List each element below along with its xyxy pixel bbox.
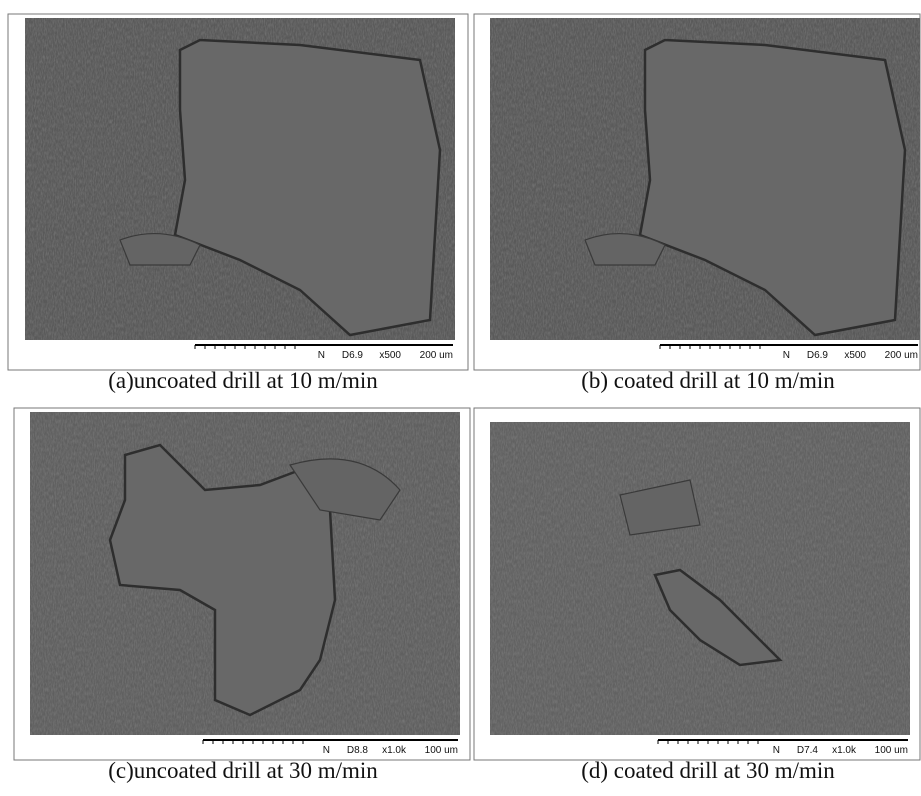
detector: N (318, 350, 325, 361)
panel: 200 um x500 D6.9 N (a)uncoated drill at 10 m… (8, 14, 468, 393)
working-distance: D6.9 (342, 350, 364, 361)
scale-length: 100 um (875, 745, 908, 756)
figure: 200 um x500 D6.9 N (a)uncoated drill at 10 m… (0, 0, 921, 796)
panel: 100 um x1.0k D8.8 N (c)uncoated drill at 30 … (14, 408, 470, 783)
scale-length: 100 um (425, 745, 458, 756)
sem-texture (490, 422, 910, 735)
detector: N (323, 745, 330, 756)
detector: N (783, 350, 790, 361)
panel: 100 um x1.0k D7.4 N (d) coated drill at 30 m… (474, 408, 920, 783)
caption: (a)uncoated drill at 10 m/min (108, 368, 378, 393)
magnification: x1.0k (382, 745, 407, 756)
page: 200 um x500 D6.9 N (a)uncoated drill at 10 m… (0, 0, 921, 796)
panel: 200 um x500 D6.9 N (b) coated drill at 10 m/… (474, 14, 920, 393)
scale-length: 200 um (420, 350, 453, 361)
working-distance: D7.4 (797, 745, 819, 756)
caption: (d) coated drill at 30 m/min (581, 758, 835, 783)
working-distance: D8.8 (347, 745, 369, 756)
caption: (c)uncoated drill at 30 m/min (108, 758, 378, 783)
magnification: x500 (379, 350, 401, 361)
magnification: x1.0k (832, 745, 857, 756)
working-distance: D6.9 (807, 350, 829, 361)
scale-length: 200 um (885, 350, 918, 361)
caption: (b) coated drill at 10 m/min (581, 368, 835, 393)
magnification: x500 (844, 350, 866, 361)
detector: N (773, 745, 780, 756)
